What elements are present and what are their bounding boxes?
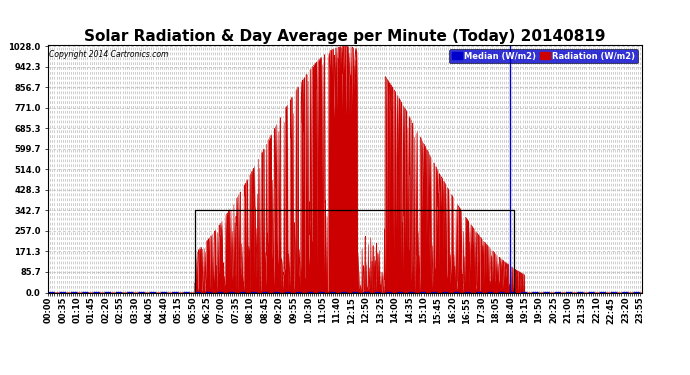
- Legend: Median (W/m2), Radiation (W/m2): Median (W/m2), Radiation (W/m2): [449, 49, 638, 63]
- Title: Solar Radiation & Day Average per Minute (Today) 20140819: Solar Radiation & Day Average per Minute…: [84, 29, 606, 44]
- Bar: [195, 210, 514, 292]
- Text: Copyright 2014 Cartronics.com: Copyright 2014 Cartronics.com: [49, 50, 168, 59]
